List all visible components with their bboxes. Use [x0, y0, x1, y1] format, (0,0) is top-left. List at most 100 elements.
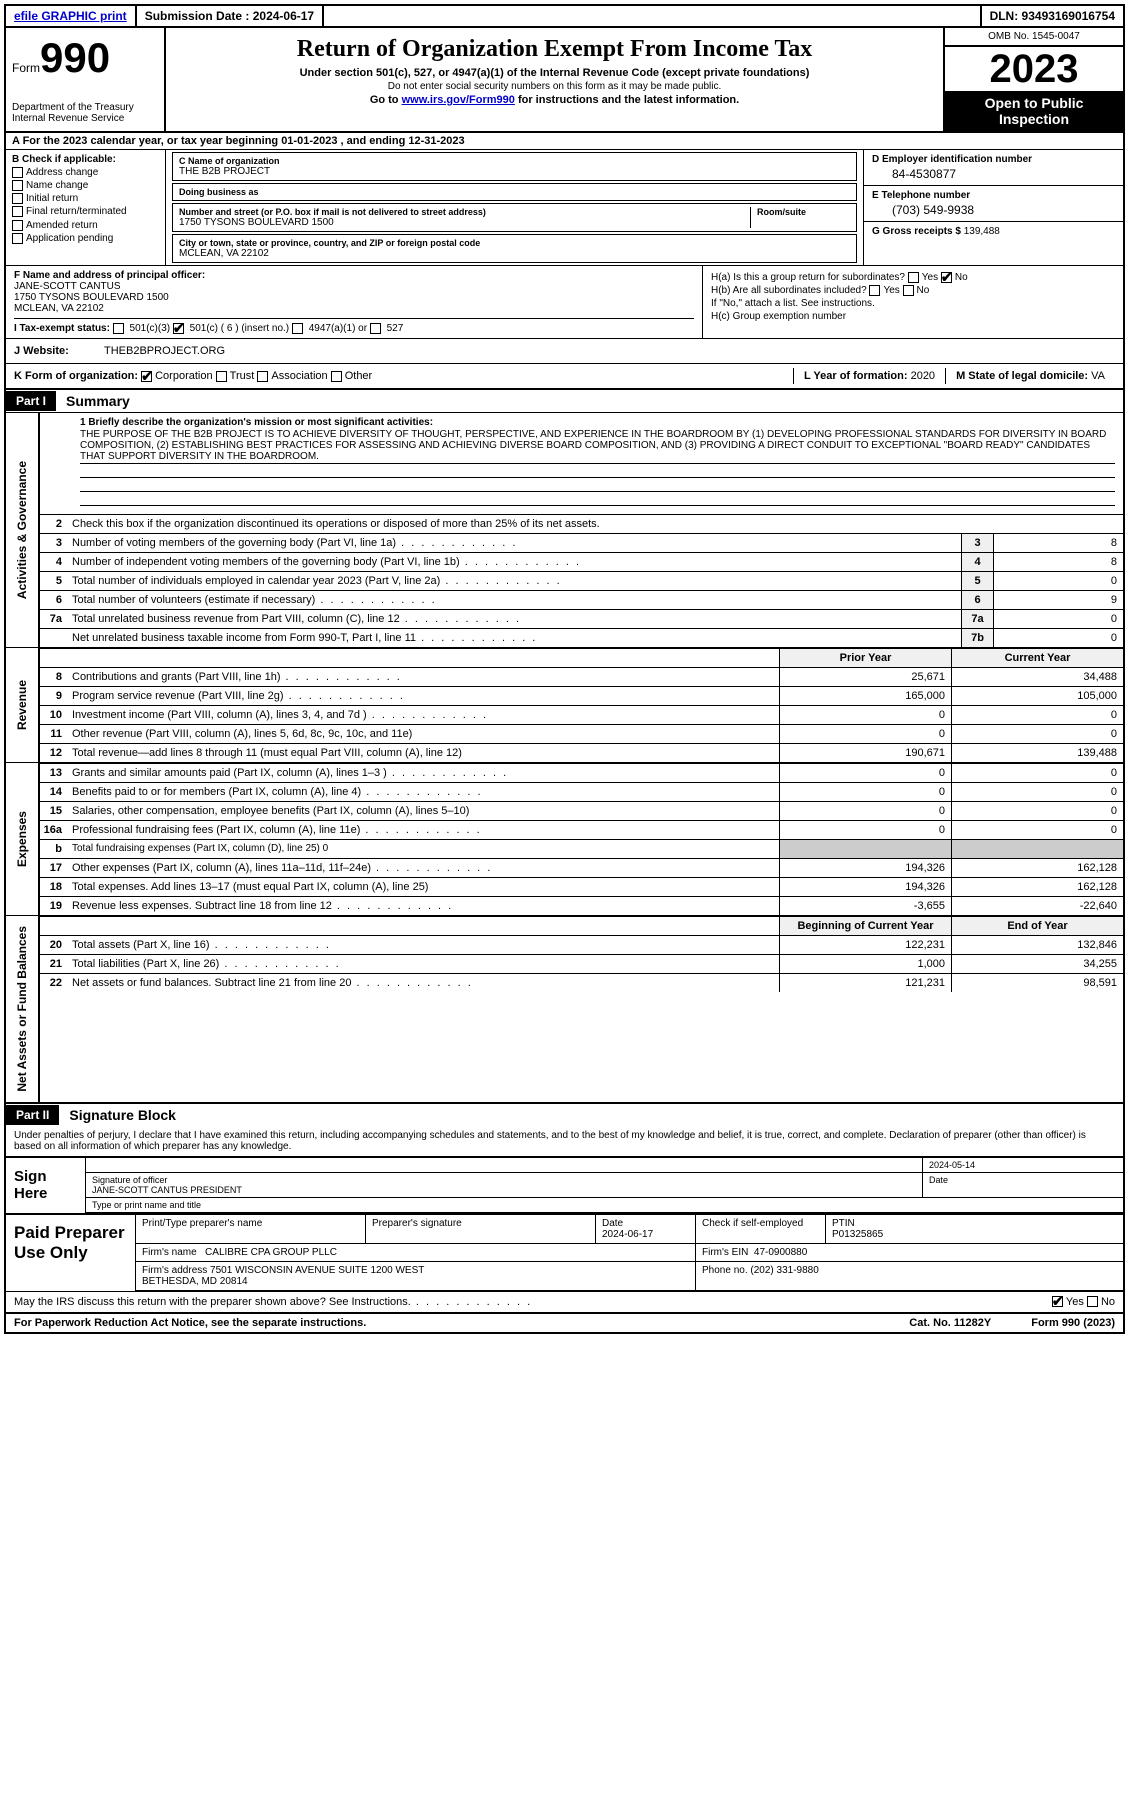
telephone: (703) 549-9938 — [872, 201, 1115, 217]
officer-name: JANE-SCOTT CANTUS — [14, 281, 694, 292]
chk-hb-no[interactable] — [903, 285, 914, 296]
l22-b: 121,231 — [779, 974, 951, 992]
chk-amended[interactable] — [12, 220, 23, 231]
firm-ein: 47-0900880 — [754, 1247, 807, 1258]
row-f-officer: F Name and address of principal officer:… — [6, 265, 1123, 338]
line4-val: 8 — [993, 553, 1123, 571]
omb-number: OMB No. 1545-0047 — [945, 28, 1123, 47]
l15-py: 0 — [779, 802, 951, 820]
chk-app-pending[interactable] — [12, 233, 23, 244]
mission-text: THE PURPOSE OF THE B2B PROJECT IS TO ACH… — [80, 428, 1115, 464]
chk-assoc[interactable] — [257, 371, 268, 382]
l10-py: 0 — [779, 706, 951, 724]
sig-date: 2024-05-14 — [923, 1158, 1123, 1172]
chk-hb-yes[interactable] — [869, 285, 880, 296]
chk-trust[interactable] — [216, 371, 227, 382]
form-number: Form990 — [12, 34, 158, 82]
chk-name-change[interactable] — [12, 180, 23, 191]
part-2-header: Part II Signature Block — [6, 1102, 1123, 1126]
dept-treasury: Department of the Treasury Internal Reve… — [12, 102, 158, 124]
room-suite-label: Room/suite — [757, 207, 850, 217]
chk-discuss-yes[interactable] — [1052, 1296, 1063, 1307]
chk-ha-no[interactable] — [941, 272, 952, 283]
l12-py: 190,671 — [779, 744, 951, 762]
page-footer: For Paperwork Reduction Act Notice, see … — [6, 1312, 1123, 1332]
chk-corp[interactable] — [141, 371, 152, 382]
l19-py: -3,655 — [779, 897, 951, 915]
year-formation: 2020 — [911, 370, 935, 382]
l19-cy: -22,640 — [951, 897, 1123, 915]
l11-cy: 0 — [951, 725, 1123, 743]
expenses-section: Expenses 13Grants and similar amounts pa… — [6, 762, 1123, 915]
gross-receipts: 139,488 — [964, 226, 1000, 237]
l20-b: 122,231 — [779, 936, 951, 954]
efile-print-link[interactable]: efile GRAPHIC print — [6, 6, 137, 26]
l8-cy: 34,488 — [951, 668, 1123, 686]
l21-e: 34,255 — [951, 955, 1123, 973]
l20-e: 132,846 — [951, 936, 1123, 954]
l14-py: 0 — [779, 783, 951, 801]
ptin: P01325865 — [832, 1229, 883, 1240]
dba-label: Doing business as — [179, 187, 850, 197]
chk-initial-return[interactable] — [12, 193, 23, 204]
instructions-link: Go to www.irs.gov/Form990 for instructio… — [176, 94, 933, 106]
l9-cy: 105,000 — [951, 687, 1123, 705]
form-990-page: efile GRAPHIC print Submission Date : 20… — [4, 4, 1125, 1334]
l22-e: 98,591 — [951, 974, 1123, 992]
l16b-cy — [951, 840, 1123, 858]
dln: DLN: 93493169016754 — [982, 6, 1123, 26]
part-1-header: Part I Summary — [6, 388, 1123, 412]
chk-501c3[interactable] — [113, 323, 124, 334]
l16b-py — [779, 840, 951, 858]
row-a-period: A For the 2023 calendar year, or tax yea… — [6, 131, 1123, 149]
l18-cy: 162,128 — [951, 878, 1123, 896]
top-bar: efile GRAPHIC print Submission Date : 20… — [6, 6, 1123, 28]
line7a-val: 0 — [993, 610, 1123, 628]
tax-year: 2023 — [945, 47, 1123, 91]
chk-discuss-no[interactable] — [1087, 1296, 1098, 1307]
discuss-question: May the IRS discuss this return with the… — [6, 1291, 1123, 1312]
state-domicile: VA — [1091, 370, 1105, 382]
col-c-org-info: C Name of organization THE B2B PROJECT D… — [166, 150, 863, 265]
sign-here-block: Sign Here 2024-05-14 Signature of office… — [6, 1156, 1123, 1213]
l16a-cy: 0 — [951, 821, 1123, 839]
revenue-section: Revenue Prior YearCurrent Year 8Contribu… — [6, 647, 1123, 762]
l16a-py: 0 — [779, 821, 951, 839]
paid-preparer-block: Paid Preparer Use Only Print/Type prepar… — [6, 1213, 1123, 1291]
l12-cy: 139,488 — [951, 744, 1123, 762]
l17-py: 194,326 — [779, 859, 951, 877]
l14-cy: 0 — [951, 783, 1123, 801]
irs-link[interactable]: www.irs.gov/Form990 — [402, 94, 515, 106]
vtab-expenses: Expenses — [15, 801, 29, 877]
org-name: THE B2B PROJECT — [179, 166, 850, 177]
firm-phone: (202) 331-9880 — [750, 1265, 818, 1276]
officer-sig-name: JANE-SCOTT CANTUS PRESIDENT — [92, 1185, 916, 1195]
cat-no: Cat. No. 11282Y — [909, 1317, 991, 1329]
chk-ha-yes[interactable] — [908, 272, 919, 283]
chk-501c[interactable] — [173, 323, 184, 334]
section-bcd: B Check if applicable: Address change Na… — [6, 149, 1123, 265]
l15-cy: 0 — [951, 802, 1123, 820]
row-k-org-form: K Form of organization: Corporation Trus… — [6, 363, 1123, 388]
chk-527[interactable] — [370, 323, 381, 334]
vtab-net-assets: Net Assets or Fund Balances — [15, 916, 29, 1102]
line3-val: 8 — [993, 534, 1123, 552]
open-to-public: Open to Public Inspection — [945, 91, 1123, 131]
line6-val: 9 — [993, 591, 1123, 609]
line7b-val: 0 — [993, 629, 1123, 647]
chk-address-change[interactable] — [12, 167, 23, 178]
net-assets-section: Net Assets or Fund Balances Beginning of… — [6, 915, 1123, 1102]
perjury-declaration: Under penalties of perjury, I declare th… — [6, 1126, 1123, 1156]
col-b-checkboxes: B Check if applicable: Address change Na… — [6, 150, 166, 265]
l18-py: 194,326 — [779, 878, 951, 896]
firm-name: CALIBRE CPA GROUP PLLC — [205, 1247, 337, 1258]
org-city: MCLEAN, VA 22102 — [179, 248, 850, 259]
chk-other[interactable] — [331, 371, 342, 382]
l9-py: 165,000 — [779, 687, 951, 705]
l8-py: 25,671 — [779, 668, 951, 686]
l13-cy: 0 — [951, 764, 1123, 782]
chk-final-return[interactable] — [12, 206, 23, 217]
row-j-website: J Website: THEB2BPROJECT.ORG — [6, 338, 1123, 363]
chk-4947[interactable] — [292, 323, 303, 334]
submission-date: Submission Date : 2024-06-17 — [137, 6, 324, 26]
